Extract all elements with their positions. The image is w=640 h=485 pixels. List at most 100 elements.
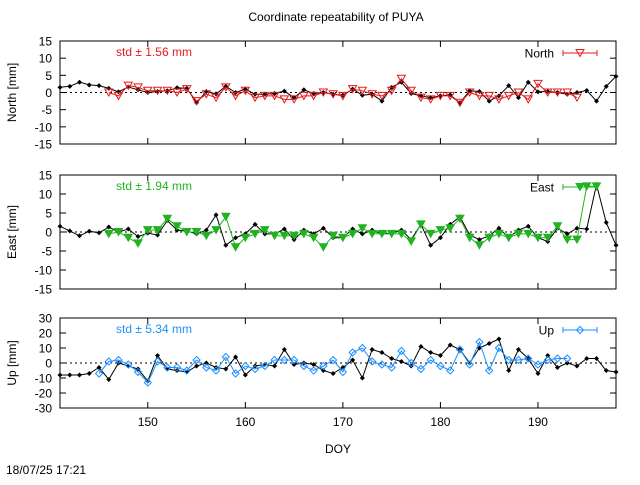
- north-color-point: [240, 86, 251, 96]
- north-black-point: [506, 83, 512, 89]
- east-black-point: [106, 224, 112, 230]
- up-xtick-label: 150: [138, 415, 158, 429]
- up-color-point: [445, 366, 455, 375]
- up-legend-marker: [575, 325, 585, 335]
- north-black-point: [603, 83, 609, 89]
- north-color-point: [503, 91, 514, 101]
- up-black-point: [418, 344, 424, 349]
- north-ytick-label: -5: [41, 103, 52, 117]
- up-black-point: [272, 363, 278, 369]
- up-color-point: [484, 366, 494, 375]
- up-black-point: [486, 341, 492, 346]
- north-std-label: std ± 1.56 mm: [116, 45, 192, 59]
- east-black-point: [67, 228, 73, 234]
- east-color-point: [406, 237, 417, 247]
- north-black-point: [86, 82, 92, 88]
- north-color-point: [533, 79, 543, 89]
- north-color-point: [386, 86, 397, 96]
- up-xtick-label: 190: [528, 415, 548, 429]
- north-ytick-label: 10: [39, 52, 53, 66]
- north-color-point: [367, 90, 378, 99]
- north-black-point: [467, 88, 473, 94]
- north-color-point: [377, 91, 387, 101]
- north-color-point: [103, 88, 114, 98]
- north-color-point: [562, 88, 573, 98]
- up-color-point: [192, 355, 201, 365]
- east-color-point: [191, 228, 202, 237]
- east-color-point: [220, 212, 231, 222]
- up-color-point: [182, 366, 192, 375]
- up-color-point: [504, 355, 513, 365]
- north-black-point: [223, 83, 229, 89]
- north-black-point: [77, 79, 83, 85]
- east-black-point: [223, 242, 229, 248]
- north-ytick-label: 5: [45, 69, 52, 83]
- chart-title: Coordinate repeatability of PUYA: [248, 10, 423, 24]
- east-black-point: [281, 226, 287, 232]
- up-black-point: [291, 362, 297, 367]
- up-ylabel: Up [mm]: [5, 340, 19, 385]
- east-black-point: [574, 225, 580, 231]
- north-black-point: [67, 83, 73, 89]
- north-color-point: [552, 88, 563, 98]
- north-color-point: [435, 91, 446, 101]
- north-color-point: [318, 88, 329, 98]
- east-color-point: [523, 229, 534, 239]
- east-color-point: [318, 243, 329, 252]
- up-black-point: [320, 368, 326, 373]
- north-color-point: [298, 91, 309, 101]
- north-black-point: [281, 88, 287, 94]
- north-color-point: [396, 74, 407, 84]
- up-color-point: [260, 361, 270, 371]
- east-color-point: [533, 233, 543, 243]
- east-black-point: [525, 223, 531, 229]
- up-color-point: [299, 361, 309, 371]
- up-black-point: [506, 368, 512, 373]
- north-ytick-label: 15: [39, 35, 53, 49]
- east-black-point: [320, 225, 326, 231]
- east-black-point: [496, 225, 502, 231]
- up-legend-label: Up: [539, 324, 555, 338]
- east-ytick-label: 5: [45, 207, 52, 221]
- up-black-point: [233, 354, 239, 360]
- north-color-point: [328, 90, 338, 99]
- east-color-point: [386, 229, 397, 239]
- up-color-point: [241, 361, 250, 371]
- north-ytick-label: 0: [45, 86, 52, 100]
- north-black-point: [593, 98, 599, 104]
- east-color-point: [113, 228, 124, 237]
- up-ytick-label: 10: [39, 342, 53, 356]
- north-black-point: [613, 73, 619, 79]
- north-black-point: [379, 98, 385, 104]
- east-color-point: [474, 241, 485, 250]
- north-color-point: [133, 83, 143, 92]
- up-black-point: [242, 372, 248, 378]
- up-black-point: [428, 350, 434, 355]
- east-black-point: [476, 237, 482, 243]
- up-color-point: [270, 355, 279, 365]
- north-color-point: [347, 85, 358, 94]
- up-ytick-label: -30: [35, 402, 53, 416]
- east-black-point: [96, 230, 102, 236]
- up-color-point: [387, 363, 396, 372]
- north-color-point: [494, 95, 504, 104]
- north-color-point: [123, 81, 134, 91]
- north-black-point: [584, 87, 590, 93]
- up-xtick-label: 180: [430, 415, 450, 429]
- up-color-point: [250, 364, 260, 374]
- east-color-point: [289, 231, 299, 241]
- up-color-point: [465, 360, 474, 369]
- up-black-point: [535, 371, 541, 376]
- up-black-point: [574, 363, 580, 369]
- north-color-point: [357, 86, 368, 96]
- north-black-point: [106, 85, 112, 91]
- east-std-label: std ± 1.94 mm: [116, 179, 192, 193]
- up-black-point: [613, 369, 619, 375]
- east-color-point: [308, 233, 319, 243]
- east-legend-label: East: [530, 181, 555, 195]
- east-color-point: [445, 224, 456, 233]
- east-black-point: [603, 220, 609, 225]
- up-black-series-line: [60, 338, 617, 382]
- north-color-point: [416, 93, 426, 103]
